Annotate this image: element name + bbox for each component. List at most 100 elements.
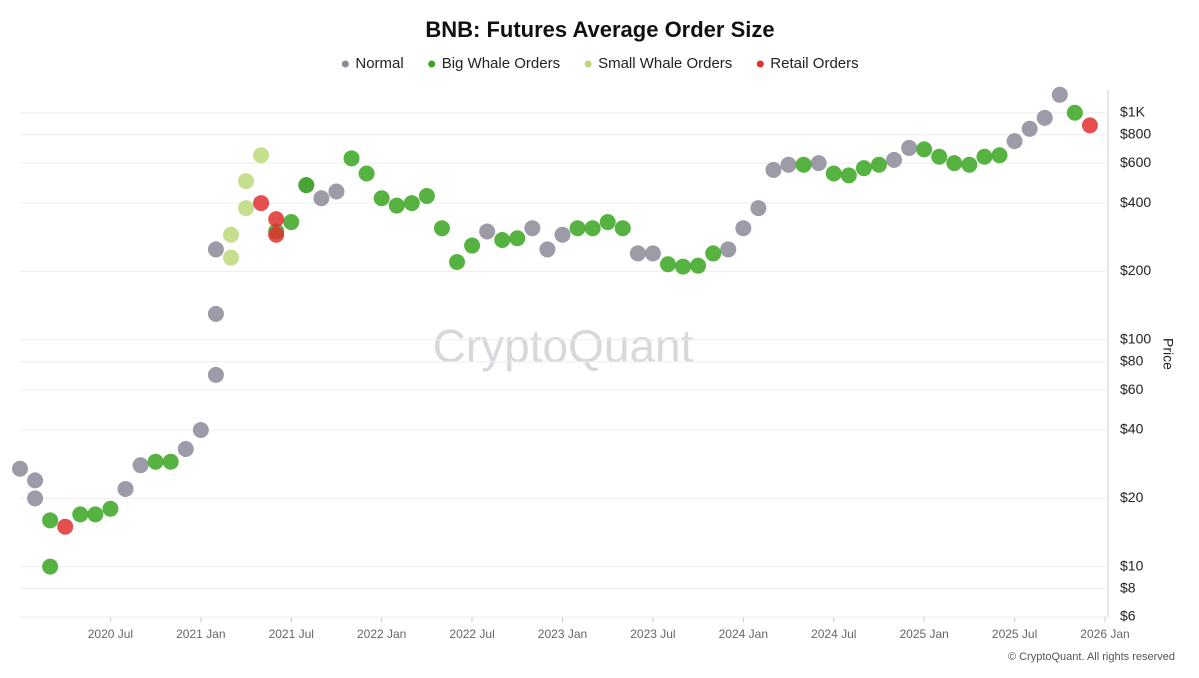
data-point [27,490,44,507]
data-point [328,183,345,200]
data-point [192,422,209,439]
data-point [207,305,224,322]
legend-marker [584,60,592,68]
data-point [162,453,179,470]
y-tick-label: $20 [1120,489,1144,505]
data-point [976,148,993,165]
data-point [765,161,782,178]
legend-label: Small Whale Orders [598,55,732,72]
y-tick-label: $1K [1120,103,1146,119]
y-tick-label: $6 [1120,608,1136,624]
x-tick-label: 2024 Jul [811,627,856,641]
data-point [870,156,887,173]
legend-label: Normal [355,55,403,72]
y-tick-label: $600 [1120,154,1151,170]
y-tick-label: $800 [1120,125,1151,141]
data-point [584,220,601,237]
x-tick-label: 2023 Jul [630,627,675,641]
x-tick-label: 2025 Jan [899,627,948,641]
data-point [388,197,405,214]
data-point [690,257,707,274]
legend-label: Retail Orders [770,55,858,72]
data-point [644,245,661,262]
data-point [238,173,255,190]
x-tick-label: 2021 Jul [269,627,314,641]
data-point [705,245,722,262]
data-point [253,147,270,164]
data-point [825,165,842,182]
data-point [12,460,28,477]
data-point [795,156,812,173]
data-point [418,187,435,204]
data-point [931,148,948,165]
watermark: CryptoQuant [433,320,694,372]
data-point [464,237,481,254]
data-point [780,156,797,173]
legend-label: Big Whale Orders [442,55,560,72]
data-point [207,366,224,383]
data-point [343,150,360,167]
y-tick-label: $80 [1120,352,1144,368]
data-point [659,256,676,273]
x-tick-label: 2022 Jan [357,627,406,641]
x-tick-label: 2025 Jul [992,627,1037,641]
data-point [1081,117,1098,134]
data-point [268,226,285,243]
data-point [403,195,420,212]
data-point [313,190,330,207]
data-point [916,141,933,158]
x-tick-label: 2024 Jan [719,627,768,641]
data-point [494,232,511,249]
data-point [1066,104,1083,121]
data-point [629,245,646,262]
data-point [810,155,827,172]
data-point [283,214,300,231]
x-tick-label: 2021 Jan [176,627,225,641]
legend-marker [341,60,349,68]
x-tick-label: 2020 Jul [88,627,133,641]
y-tick-label: $200 [1120,262,1151,278]
data-point [253,195,270,212]
data-point [735,220,752,237]
data-point [901,139,918,156]
data-point [298,177,315,194]
data-point [147,453,164,470]
x-tick-label: 2023 Jan [538,627,587,641]
data-point [840,167,857,184]
data-point [42,512,59,529]
data-point [449,254,466,271]
data-point [42,558,59,575]
data-point [433,220,450,237]
data-point [238,200,255,217]
data-point [886,151,903,168]
data-point [27,472,44,489]
x-tick-label: 2026 Jan [1080,627,1129,641]
data-point [479,223,496,240]
data-point [599,214,616,231]
data-point [675,258,692,275]
data-point [855,160,872,177]
data-point [358,165,375,182]
data-point [222,249,239,266]
data-point [1021,120,1038,137]
data-point [524,220,541,237]
data-point [509,230,526,247]
data-point [102,500,119,517]
y-tick-label: $10 [1120,557,1144,573]
data-point [961,156,978,173]
y-tick-label: $8 [1120,579,1136,595]
data-point [614,220,631,237]
data-point [991,147,1008,164]
data-point [117,480,134,497]
legend-marker [428,60,436,68]
data-point [268,211,285,228]
y-tick-label: $100 [1120,330,1151,346]
credit: © CryptoQuant. All rights reserved [1008,651,1175,663]
data-point [72,506,89,523]
x-tick-label: 2022 Jul [449,627,494,641]
data-point [539,241,556,258]
data-point [569,220,586,237]
data-point [946,155,963,172]
data-point [87,506,104,523]
